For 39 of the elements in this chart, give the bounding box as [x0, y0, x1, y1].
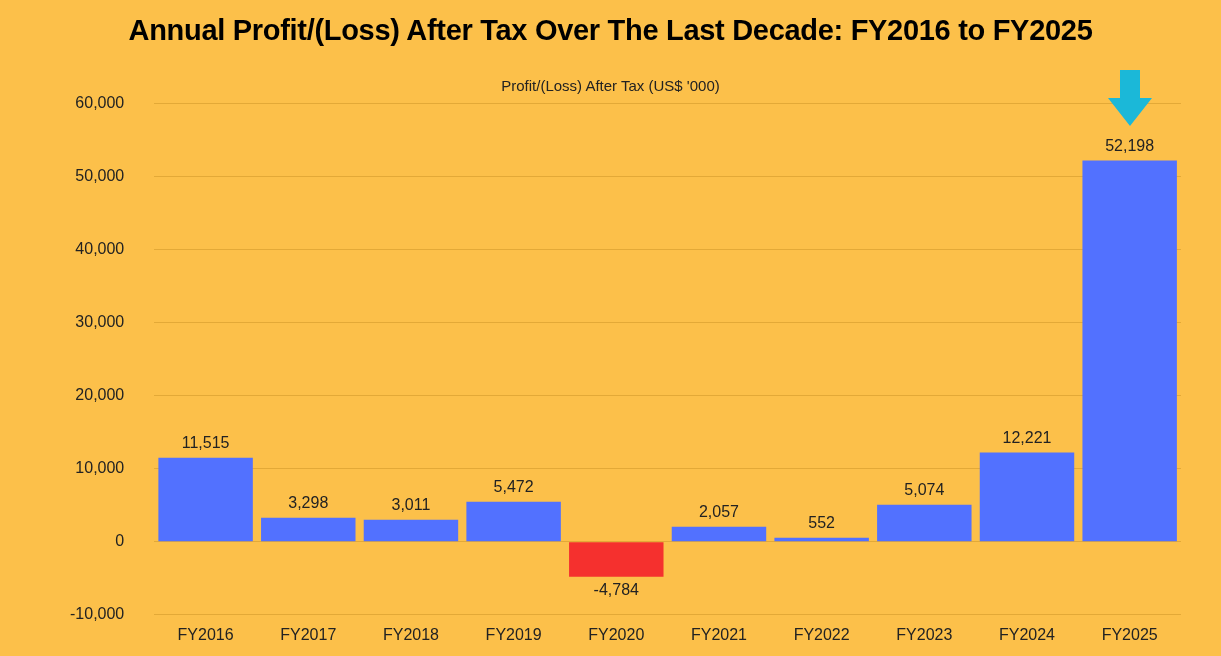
bar [877, 504, 972, 542]
x-tick-label: FY2025 [1101, 625, 1158, 643]
y-tick-label: 60,000 [75, 94, 125, 112]
x-tick-label: FY2022 [793, 625, 850, 643]
x-tick-label: FY2017 [280, 625, 337, 643]
bar [979, 452, 1075, 542]
data-label: 2,057 [698, 503, 740, 521]
x-tick-label: FY2024 [998, 625, 1056, 643]
x-tick-label: FY2021 [690, 625, 748, 643]
x-tick-label: FY2019 [485, 625, 542, 643]
chart-subtitle: Profit/(Loss) After Tax (US$ '000) [501, 76, 720, 94]
x-tick-label: FY2023 [896, 625, 953, 643]
y-tick-label: 50,000 [75, 167, 125, 185]
y-tick-label: 30,000 [75, 313, 125, 331]
y-tick-label: 40,000 [75, 240, 125, 258]
data-label: 12,221 [1002, 428, 1052, 446]
chart-title: Annual Profit/(Loss) After Tax Over The Last Decade: FY2016 to FY2025 [127, 13, 1094, 48]
data-label: 5,074 [904, 481, 945, 499]
bar [671, 526, 767, 542]
bar [158, 457, 253, 542]
data-label: -4,784 [593, 581, 640, 599]
data-label: 3,011 [391, 496, 431, 514]
y-tick-label: -10,000 [70, 605, 125, 623]
data-label: 3,298 [288, 494, 329, 512]
x-tick-label: FY2020 [588, 625, 645, 643]
data-label: 52,198 [1105, 136, 1155, 154]
y-tick-label: 20,000 [75, 386, 125, 404]
y-tick-label: 0 [115, 532, 125, 550]
x-tick-label: FY2016 [177, 625, 234, 643]
bar [1082, 160, 1177, 542]
data-label: 11,515 [181, 434, 230, 452]
bar [569, 542, 664, 577]
bar [261, 517, 356, 542]
data-label: 5,472 [493, 478, 534, 496]
bar [466, 501, 561, 542]
bar [363, 519, 459, 542]
y-tick-label: 10,000 [75, 459, 125, 477]
x-tick-label: FY2018 [382, 625, 440, 643]
data-label: 552 [808, 514, 836, 532]
